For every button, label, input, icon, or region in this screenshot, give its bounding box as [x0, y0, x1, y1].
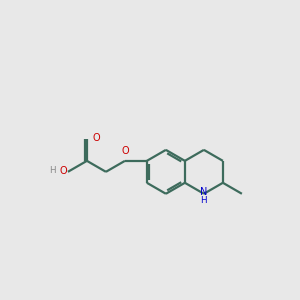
Text: O: O — [93, 133, 100, 143]
Text: H: H — [201, 196, 207, 205]
Text: O: O — [59, 166, 67, 176]
Text: N: N — [200, 187, 208, 197]
Text: H: H — [49, 166, 56, 175]
Text: O: O — [121, 146, 129, 156]
